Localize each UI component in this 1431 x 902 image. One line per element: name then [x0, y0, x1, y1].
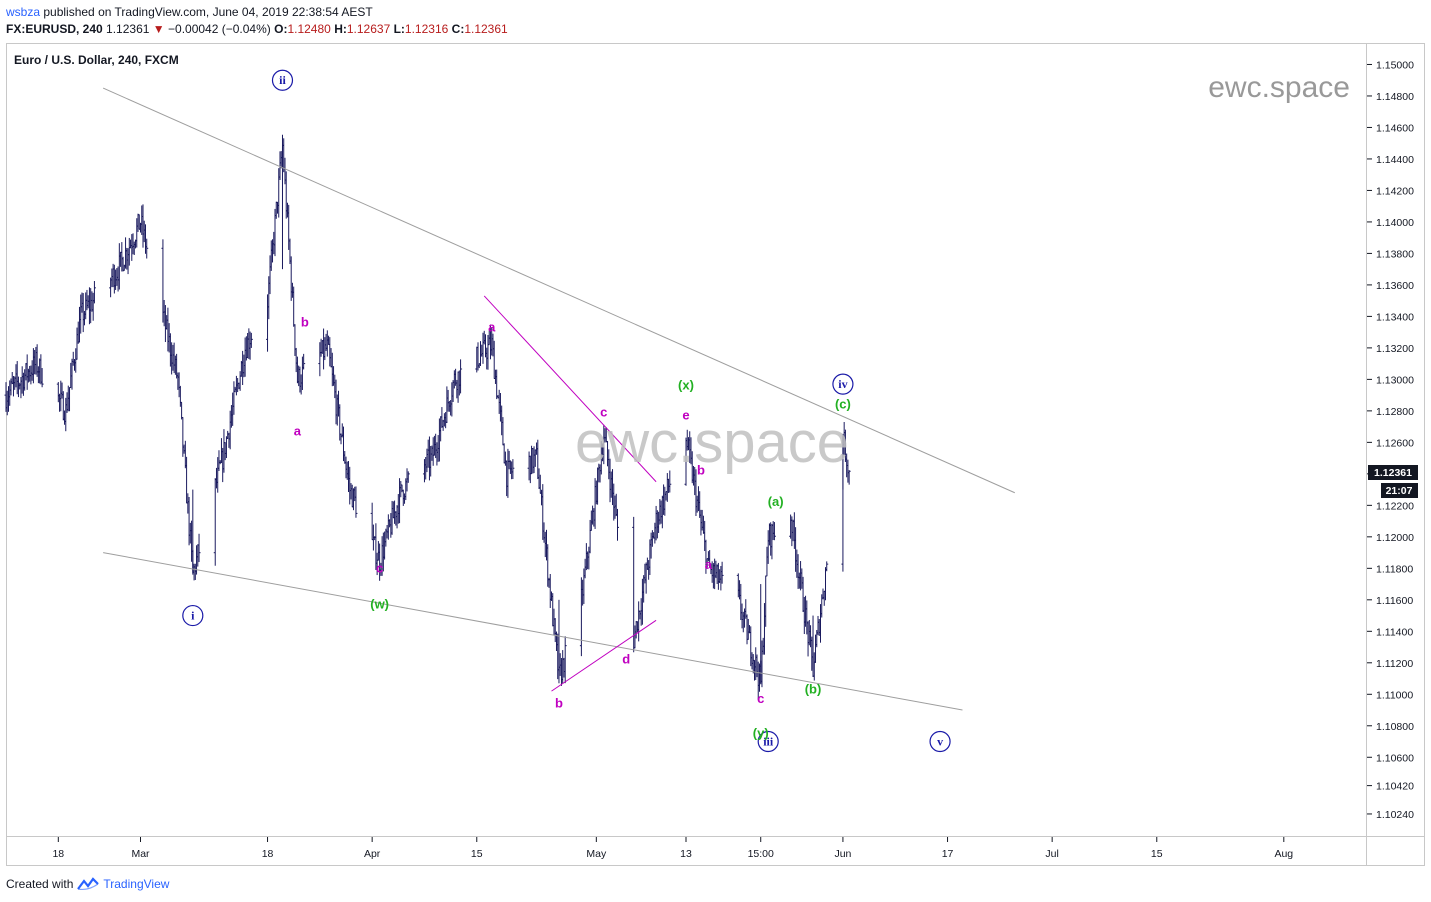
time-tick-label: Jul [1045, 848, 1058, 860]
price-tick-label: 1.13800 [1376, 248, 1414, 260]
wave-label-b: b [555, 696, 563, 711]
price-ticks: 1.15000 1.14800 1.14600 1.14400 1.14200 1.140… [1367, 59, 1414, 820]
price-tick-label: 1.10240 [1376, 809, 1414, 821]
price-tick-label: 1.12000 [1376, 532, 1414, 544]
time-tick-label: 15 [1151, 848, 1163, 860]
wave-label-a: a [294, 423, 302, 438]
wave-label-ii: ii [279, 73, 286, 87]
time-tick-label: May [586, 848, 607, 860]
time-tick-label: 15 [471, 848, 483, 860]
countdown-tag-text: 21:07 [1386, 485, 1413, 497]
countdown-tag: 21:07 [1381, 483, 1418, 498]
wave-label-a: a [705, 557, 713, 572]
price-tick-label: 1.10800 [1376, 721, 1414, 733]
watermark-small: ewc.space [1208, 71, 1350, 104]
trendline-lower [103, 553, 962, 710]
wave-label-(w): (w) [370, 597, 389, 612]
price-tick-label: 1.15000 [1376, 59, 1414, 71]
wave-label-v: v [937, 735, 943, 749]
price-tick-label: 1.13400 [1376, 311, 1414, 323]
price-tick-label: 1.12600 [1376, 437, 1414, 449]
last-price-tag-text: 1.12361 [1374, 467, 1412, 479]
time-tick-label: Mar [131, 848, 150, 860]
price-tick-label: 1.14000 [1376, 217, 1414, 229]
wave-label-c: c [376, 560, 383, 575]
footer: Created with TradingView [6, 877, 169, 891]
price-tick-label: 1.13000 [1376, 374, 1414, 386]
wave-label-(x): (x) [678, 378, 694, 393]
price-tick-label: 1.13600 [1376, 280, 1414, 292]
tradingview-link[interactable]: TradingView [103, 877, 169, 891]
price-tick-label: 1.11200 [1376, 658, 1413, 670]
time-tick-label: Apr [364, 848, 381, 860]
price-tick-label: 1.14400 [1376, 154, 1414, 166]
price-tick-label: 1.13200 [1376, 343, 1414, 355]
wave-label-(a): (a) [768, 494, 784, 509]
legend-title: Euro / U.S. Dollar, 240, FXCM [14, 53, 179, 67]
wave-label-a: a [488, 319, 496, 334]
price-tick-label: 1.10600 [1376, 752, 1414, 764]
time-tick-label: 13 [680, 848, 692, 860]
price-tick-label: 1.14800 [1376, 91, 1414, 103]
time-tick-label: Jun [834, 848, 851, 860]
time-tick-label: Aug [1274, 848, 1293, 860]
trendline-channel-bottom [551, 620, 656, 691]
price-tick-label: 1.11400 [1376, 626, 1413, 638]
created-with-text: Created with [6, 877, 73, 891]
last-price-tag: 1.12361 [1368, 465, 1418, 480]
price-tick-label: 1.12200 [1376, 500, 1414, 512]
watermark-big: ewc.space [575, 410, 849, 475]
price-tick-label: 1.14200 [1376, 185, 1414, 197]
wave-label-b: b [301, 315, 309, 330]
price-tick-label: 1.11000 [1376, 689, 1413, 701]
tradingview-logo-icon [77, 877, 99, 891]
time-tick-label: 18 [262, 848, 274, 860]
price-tick-label: 1.12800 [1376, 406, 1414, 418]
time-tick-label: 17 [942, 848, 954, 860]
wave-label-d: d [622, 652, 630, 667]
price-tick-label: 1.11800 [1376, 563, 1413, 575]
wave-label-(b): (b) [805, 682, 822, 697]
time-ticks: 18 Mar 18 Apr 15 May 13 15:00 Jun 17 Jul 15 Aug [52, 837, 1293, 860]
wave-label-iv: iv [838, 377, 847, 391]
wave-label-(y): (y) [753, 726, 769, 741]
time-tick-label: 18 [52, 848, 64, 860]
price-tick-label: 1.14600 [1376, 122, 1414, 134]
price-tick-label: 1.11600 [1376, 595, 1413, 607]
trendline-upper [103, 88, 1015, 493]
wave-label-c: c [757, 691, 764, 706]
time-tick-label: 15:00 [748, 848, 774, 860]
price-tick-label: 1.10420 [1376, 781, 1414, 793]
